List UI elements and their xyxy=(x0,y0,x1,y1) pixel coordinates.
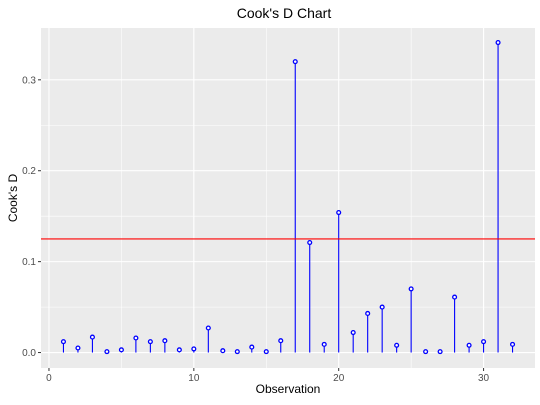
data-point-12 xyxy=(220,348,226,354)
data-point-13 xyxy=(234,349,240,355)
y-tick-label: 0.0 xyxy=(22,348,36,359)
data-point-7 xyxy=(147,339,153,345)
x-axis-title: Observation xyxy=(256,382,321,396)
data-point-16 xyxy=(278,338,284,344)
major-gridlines xyxy=(41,28,535,368)
data-point-26 xyxy=(423,349,429,355)
data-point-29 xyxy=(466,342,472,348)
data-point-3 xyxy=(89,334,95,340)
data-point-22 xyxy=(365,310,371,317)
minor-gridlines xyxy=(41,28,535,368)
data-point-6 xyxy=(133,335,139,341)
x-tick-label: 10 xyxy=(188,373,200,384)
data-point-31 xyxy=(495,39,501,46)
data-point-15 xyxy=(263,349,269,355)
x-tick-label: 0 xyxy=(46,373,52,384)
x-axis: 0 10 20 30 xyxy=(46,368,490,384)
data-point-5 xyxy=(118,347,124,353)
y-tick-label: 0.2 xyxy=(22,166,36,177)
data-point-4 xyxy=(104,349,110,355)
points xyxy=(60,39,516,355)
data-point-21 xyxy=(350,329,356,336)
data-point-18 xyxy=(307,239,313,246)
data-point-32 xyxy=(509,341,516,347)
data-point-11 xyxy=(205,325,211,331)
data-point-19 xyxy=(321,341,327,347)
y-axis-title: Cook's D xyxy=(6,174,20,223)
data-point-25 xyxy=(408,286,414,292)
y-axis: 0.0 0.1 0.2 0.3 xyxy=(22,75,41,359)
data-point-28 xyxy=(452,294,458,300)
x-tick-label: 20 xyxy=(333,373,345,384)
plot-panel xyxy=(41,28,535,368)
data-point-23 xyxy=(379,304,385,310)
data-point-20 xyxy=(336,209,342,216)
y-tick-label: 0.1 xyxy=(22,257,36,268)
data-point-9 xyxy=(176,347,182,353)
chart-title: Cook's D Chart xyxy=(237,5,332,21)
data-point-14 xyxy=(249,344,255,350)
data-point-1 xyxy=(60,339,67,345)
data-point-2 xyxy=(75,345,81,351)
data-point-24 xyxy=(394,342,400,348)
data-point-30 xyxy=(481,339,487,345)
x-tick-label: 30 xyxy=(478,373,490,384)
data-point-27 xyxy=(437,349,443,355)
data-point-10 xyxy=(191,346,197,352)
data-point-17 xyxy=(292,59,298,65)
data-point-8 xyxy=(162,338,168,344)
y-tick-label: 0.3 xyxy=(22,75,36,86)
